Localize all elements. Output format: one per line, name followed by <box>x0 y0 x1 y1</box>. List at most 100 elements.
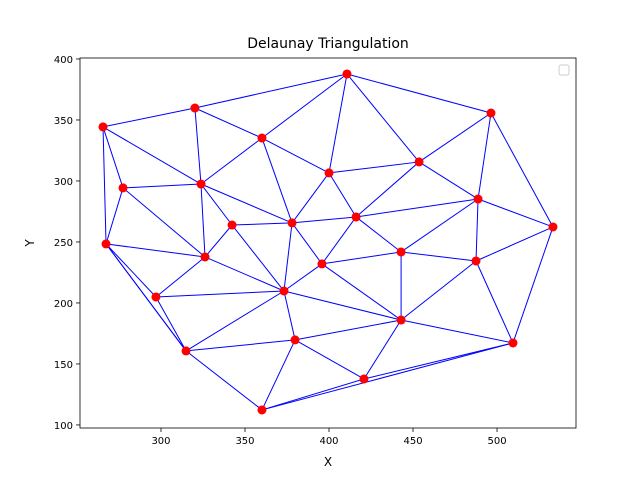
triangulation-edge <box>105 243 187 352</box>
triangulation-edge <box>261 378 365 411</box>
y-tick-label: 100 <box>54 421 73 432</box>
triangulation-edge <box>321 263 402 321</box>
y-axis-label: Y <box>23 239 37 248</box>
triangulation-edge <box>232 222 293 226</box>
triangulation-edge <box>200 183 293 224</box>
triangulation-edge <box>283 263 323 292</box>
triangulation-edge <box>363 342 514 380</box>
y-tick-label: 400 <box>54 55 73 66</box>
triangulation-edge <box>475 199 479 262</box>
triangulation-edge <box>194 73 348 109</box>
triangulation-edge <box>122 187 206 258</box>
triangulation-edge <box>355 198 479 218</box>
triangulation-edge <box>261 137 330 174</box>
y-tick-label: 300 <box>54 177 73 188</box>
point <box>473 194 483 204</box>
triangulation-edge <box>185 339 296 352</box>
triangulation-edge <box>261 137 293 224</box>
point <box>508 338 518 348</box>
point <box>118 183 128 193</box>
point <box>98 122 108 132</box>
point <box>279 286 289 296</box>
triangulation-edge <box>477 198 554 228</box>
point <box>359 374 369 384</box>
point <box>101 239 111 249</box>
triangulation-edge <box>418 161 479 200</box>
triangulation-edge <box>291 172 330 224</box>
point <box>396 247 406 257</box>
triangulation-edge <box>194 107 263 139</box>
point <box>471 256 481 266</box>
y-tick-label: 200 <box>54 299 73 310</box>
triangulation-edge <box>328 172 357 218</box>
triangulation-edge <box>475 226 554 262</box>
point <box>287 218 297 228</box>
triangulation-edge <box>200 183 206 257</box>
x-tick-label: 450 <box>403 436 422 447</box>
triangulation-edge <box>400 260 477 321</box>
triangulation-edge <box>194 107 202 185</box>
triangulation-edge <box>155 296 187 352</box>
triangulation-edge <box>418 112 492 163</box>
triangulation-edge <box>200 183 233 226</box>
point <box>227 220 237 230</box>
triangulation-edge <box>105 187 124 245</box>
x-tick-label: 500 <box>487 436 506 447</box>
triangulation-edge <box>261 342 514 411</box>
triangulation-edge <box>401 251 477 262</box>
triangulation-edge <box>475 260 514 344</box>
x-tick-label: 300 <box>151 436 170 447</box>
plot-frame <box>79 57 577 429</box>
point <box>181 346 191 356</box>
y-tick-label: 350 <box>54 116 73 127</box>
triangulation-edge <box>328 161 420 174</box>
triangulation-edge <box>185 350 263 411</box>
triangulation-edge <box>105 243 157 298</box>
point <box>351 212 361 222</box>
point <box>342 69 352 79</box>
triangulation-edge <box>283 290 402 321</box>
y-tick-label: 250 <box>54 238 73 249</box>
y-tick-label: 150 <box>54 360 73 371</box>
point <box>257 405 267 415</box>
triangulation-edge <box>328 73 348 174</box>
triangulation-edge <box>363 319 402 380</box>
x-tick-label: 400 <box>319 436 338 447</box>
triangulation-edge <box>477 112 492 200</box>
triangulation-edge <box>355 161 420 218</box>
triangulation-edge <box>155 290 285 298</box>
point <box>196 179 206 189</box>
x-axis-label: X <box>324 455 332 469</box>
triangulation-edge <box>321 251 402 265</box>
triangulation-edge <box>102 126 202 185</box>
legend <box>558 64 570 76</box>
triangulation-edge <box>400 319 514 344</box>
x-tick-label: 350 <box>235 436 254 447</box>
triangulation-edge <box>283 290 296 341</box>
triangulation-edge <box>346 73 492 114</box>
triangulation-edge <box>185 290 285 352</box>
triangulation-edge <box>512 226 554 344</box>
triangulation-edge <box>102 126 124 189</box>
triangulation-edge <box>122 183 202 189</box>
triangulation-edge <box>490 112 554 228</box>
triangulation-edge <box>200 137 263 185</box>
triangulation-edge <box>261 73 348 139</box>
point <box>324 168 334 178</box>
triangulation-edge <box>355 216 402 253</box>
triangulation-edge <box>102 126 107 244</box>
point <box>396 315 406 325</box>
triangulation-edge <box>261 339 296 411</box>
point <box>414 157 424 167</box>
point <box>548 222 558 232</box>
triangulation-edge <box>283 222 293 292</box>
triangulation-edge <box>400 198 479 253</box>
chart-title: Delaunay Triangulation <box>247 36 409 52</box>
point <box>190 103 200 113</box>
triangulation-edge <box>102 107 196 128</box>
triangulation-edge <box>291 222 323 265</box>
triangulation-edge <box>321 216 357 265</box>
triangulation-edge <box>291 216 357 224</box>
triangulation-edge <box>155 256 206 298</box>
